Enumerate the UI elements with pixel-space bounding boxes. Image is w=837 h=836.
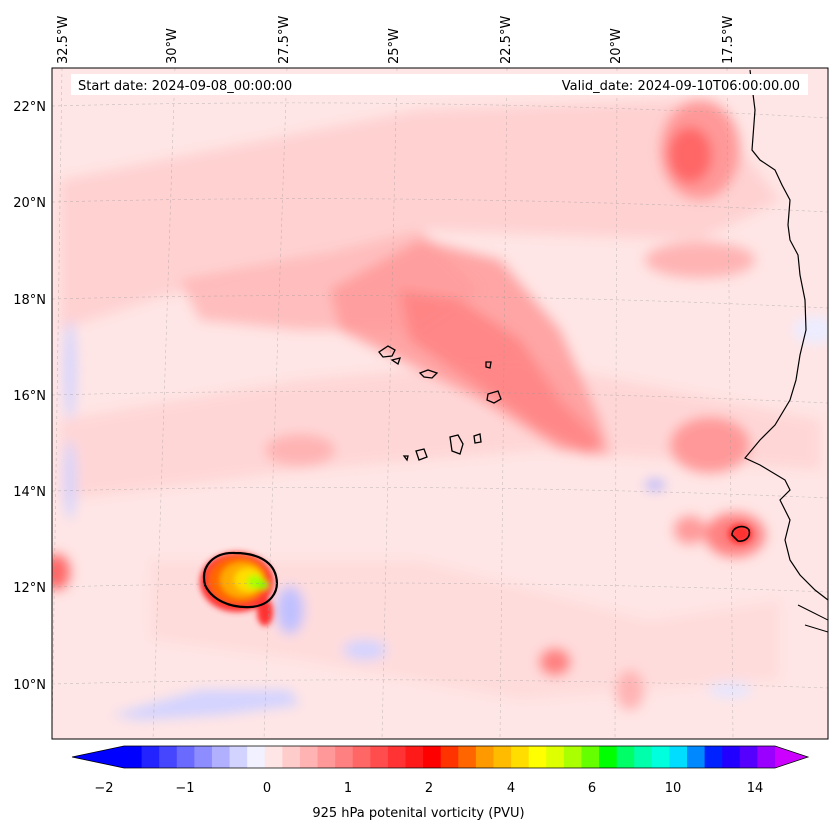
lat-label: 12°N bbox=[13, 581, 46, 596]
lat-label: 18°N bbox=[13, 293, 46, 308]
colorbar-segment bbox=[511, 746, 530, 768]
cbar-tick: 1 bbox=[344, 781, 352, 796]
lon-label: 32.5°W bbox=[56, 16, 71, 64]
colorbar-segment bbox=[528, 746, 547, 768]
colorbar-segment bbox=[546, 746, 565, 768]
lat-label: 10°N bbox=[13, 678, 46, 693]
colorbar-segment bbox=[722, 746, 741, 768]
colorbar-segment bbox=[387, 746, 407, 768]
lat-labels: 22°N 20°N 18°N 16°N 14°N 12°N 10°N bbox=[13, 100, 46, 693]
cbar-tick: 10 bbox=[665, 781, 682, 796]
map-frame bbox=[51, 67, 829, 740]
pv-contour bbox=[202, 551, 278, 609]
colorbar-extend-max bbox=[775, 746, 808, 768]
cbar-tick: 14 bbox=[747, 781, 764, 796]
lon-label: 22.5°W bbox=[499, 16, 514, 64]
colorbar-segment bbox=[282, 746, 301, 768]
lon-label: 27.5°W bbox=[277, 16, 292, 64]
cbar-tick: 0 bbox=[263, 781, 271, 796]
colorbar-segment bbox=[757, 746, 776, 768]
colorbar-extend-min bbox=[72, 746, 124, 768]
cbar-tick: 6 bbox=[588, 781, 596, 796]
colorbar-segment bbox=[141, 746, 160, 768]
coastline bbox=[744, 69, 828, 601]
colorbar-segment bbox=[599, 746, 618, 768]
lon-label: 17.5°W bbox=[721, 16, 736, 64]
colorbar-segment bbox=[651, 746, 671, 768]
lat-label: 14°N bbox=[13, 485, 46, 500]
start-date: Start date: 2024-09-08_00:00:00 bbox=[78, 79, 292, 94]
colorbar-segment bbox=[124, 746, 143, 768]
lon-labels: 32.5°W 30°W 27.5°W 25°W 22.5°W 20°W 17.5… bbox=[56, 16, 736, 64]
colorbar-segment bbox=[352, 746, 371, 768]
colorbar bbox=[71, 745, 810, 769]
lon-label: 25°W bbox=[387, 28, 402, 64]
lat-label: 16°N bbox=[13, 389, 46, 404]
colorbar-segment bbox=[475, 746, 495, 768]
lat-label: 22°N bbox=[13, 100, 46, 115]
lon-label: 20°W bbox=[609, 28, 624, 64]
lon-label: 30°W bbox=[165, 28, 180, 64]
cbar-tick: −1 bbox=[175, 781, 194, 796]
colorbar-segment bbox=[405, 746, 424, 768]
colorbar-segment bbox=[317, 746, 336, 768]
colorbar-segment bbox=[247, 746, 266, 768]
colorbar-segment bbox=[616, 746, 635, 768]
colorbar-segment bbox=[370, 746, 389, 768]
colorbar-segment bbox=[669, 746, 688, 768]
colorbar-label: 925 hPa potenital vorticity (PVU) bbox=[312, 806, 525, 821]
colorbar-segment bbox=[194, 746, 213, 768]
colorbar-segment bbox=[159, 746, 178, 768]
colorbar-segment bbox=[634, 746, 653, 768]
colorbar-segment bbox=[563, 746, 583, 768]
colorbar-segment bbox=[704, 746, 723, 768]
header-bar bbox=[71, 74, 808, 95]
lat-label: 20°N bbox=[13, 196, 46, 211]
valid-date: Valid_date: 2024-09-10T06:00:00.00 bbox=[562, 79, 800, 94]
colorbar-segment bbox=[687, 746, 706, 768]
colorbar-segment bbox=[335, 746, 354, 768]
colorbar-segment bbox=[458, 746, 477, 768]
cbar-tick: 4 bbox=[507, 781, 515, 796]
colorbar-segment bbox=[739, 746, 759, 768]
cbar-tick: 2 bbox=[425, 781, 433, 796]
pv-field bbox=[52, 68, 828, 739]
colorbar-segment bbox=[229, 746, 248, 768]
colorbar-ticks: −2 −1 0 1 2 4 6 10 14 bbox=[94, 781, 763, 796]
colorbar-segment bbox=[423, 746, 442, 768]
colorbar-outline bbox=[71, 745, 810, 769]
colorbar-segment bbox=[299, 746, 319, 768]
graticule bbox=[52, 68, 828, 739]
colorbar-segment bbox=[440, 746, 459, 768]
colorbar-segment bbox=[581, 746, 600, 768]
colorbar-segment bbox=[176, 746, 195, 768]
islands bbox=[378, 345, 502, 462]
cbar-tick: −2 bbox=[94, 781, 113, 796]
colorbar-segment bbox=[264, 746, 283, 768]
colorbar-segment bbox=[493, 746, 512, 768]
colorbar-segment bbox=[211, 746, 231, 768]
